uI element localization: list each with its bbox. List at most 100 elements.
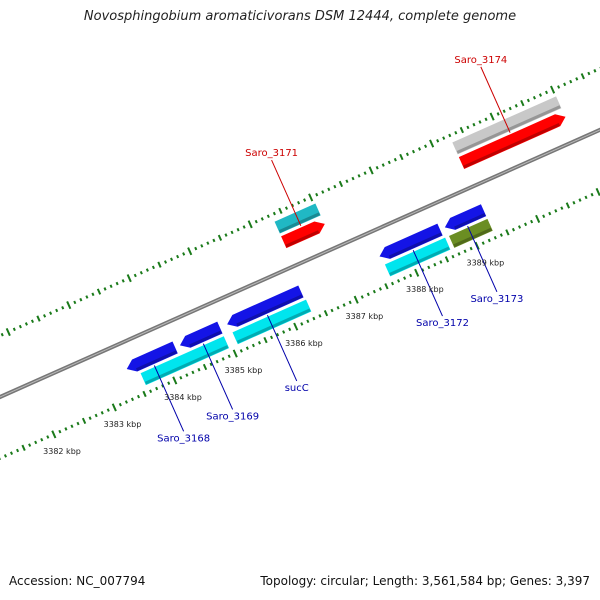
tick-mark — [554, 209, 558, 213]
tick-mark — [16, 448, 20, 453]
tick-mark — [330, 308, 334, 313]
tick-mark — [136, 394, 141, 399]
tick-mark — [439, 260, 443, 264]
tick-mark — [550, 85, 556, 94]
tick-mark — [215, 359, 219, 364]
tick-mark — [357, 174, 361, 178]
tick-mark — [397, 279, 401, 283]
tick-mark — [318, 314, 322, 318]
gene-shadow — [236, 294, 303, 327]
tick-mark — [508, 106, 512, 111]
tick-mark — [532, 95, 536, 100]
tick-mark — [360, 295, 364, 299]
tick-mark — [182, 252, 186, 256]
gene-feature[interactable] — [281, 221, 325, 249]
tick-mark — [499, 233, 503, 237]
tick-mark — [469, 246, 473, 251]
tick-mark — [538, 93, 543, 97]
gene-labels: Saro_3168 Saro_3169 sucC Saro_3171 Saro_3172… — [153, 55, 523, 444]
tick-mark — [442, 136, 446, 140]
gene-label[interactable]: Saro_3169 — [206, 411, 259, 422]
tick-mark — [514, 104, 518, 108]
tick-mark — [224, 233, 228, 237]
tick-mark — [200, 244, 204, 248]
tick-mark — [300, 322, 304, 326]
tick-mark — [505, 229, 510, 236]
tick-mark — [245, 346, 249, 350]
tick-mark — [176, 254, 180, 259]
tick-mark — [312, 316, 316, 321]
tick-mark — [297, 200, 301, 205]
plus-strand-tick-ring — [0, 66, 600, 337]
gene-feature[interactable] — [126, 341, 178, 372]
tick-mark — [557, 85, 561, 89]
tick-mark — [155, 386, 159, 391]
tick-mark — [381, 163, 385, 167]
tick-mark — [418, 147, 422, 151]
tick-mark — [18, 324, 22, 329]
tick-mark — [421, 268, 425, 272]
tick-mark — [524, 222, 528, 227]
tick-mark — [284, 206, 288, 210]
gene-features — [126, 96, 566, 386]
tick-mark — [424, 144, 428, 149]
genome-summary-text: Topology: circular; Length: 3,561,584 bp… — [260, 574, 590, 588]
tick-mark — [64, 427, 68, 431]
tick-mark — [278, 207, 283, 214]
gene-feature[interactable] — [140, 336, 230, 386]
tick-mark — [548, 211, 552, 216]
gene-label-leader — [480, 66, 511, 133]
gene-label[interactable]: Saro_3173 — [470, 294, 523, 305]
tick-mark — [133, 273, 137, 278]
gene-label[interactable]: Saro_3172 — [416, 318, 469, 329]
tick-mark — [530, 219, 534, 224]
tick-mark — [474, 241, 480, 250]
gene-label[interactable]: Saro_3174 — [454, 55, 507, 66]
gene-shadow — [388, 232, 443, 259]
tick-mark — [282, 330, 286, 334]
gene-feature[interactable] — [379, 223, 443, 259]
tick-mark — [327, 187, 331, 192]
gene-label-leader — [266, 314, 298, 382]
tick-mark — [372, 289, 376, 294]
tick-mark — [21, 444, 26, 451]
tick-mark — [366, 292, 370, 297]
gene-label[interactable]: Saro_3171 — [245, 148, 298, 159]
gene-shadow — [389, 246, 450, 276]
tick-mark — [73, 300, 77, 305]
gene-shadow — [463, 123, 560, 169]
map-title: Novosphingobium aromaticivorans DSM 1244… — [83, 9, 517, 24]
gene-feature[interactable] — [227, 285, 304, 327]
tick-mark — [206, 241, 210, 245]
gene-feature[interactable] — [384, 237, 451, 277]
scale-label: 3386 kbp — [285, 339, 323, 348]
tick-mark — [351, 176, 355, 181]
tick-mark — [185, 373, 189, 377]
tick-mark — [115, 281, 119, 286]
gene-feature[interactable] — [179, 321, 223, 348]
gene-feature[interactable] — [444, 204, 487, 230]
gene-label[interactable]: sucC — [285, 383, 309, 394]
scale-label: 3385 kbp — [225, 366, 263, 375]
tick-mark — [353, 295, 359, 304]
tick-mark — [563, 82, 567, 87]
tick-mark — [545, 90, 549, 95]
tick-mark — [427, 265, 431, 270]
tick-mark — [587, 71, 591, 76]
genome-backbone — [0, 127, 600, 400]
tick-mark — [187, 247, 193, 256]
tick-mark — [575, 77, 579, 81]
tick-mark — [79, 297, 83, 302]
gene-feature[interactable] — [232, 299, 312, 345]
accession-text: Accession: NC_007794 — [9, 574, 146, 588]
gene-feature[interactable] — [458, 114, 566, 170]
tick-mark — [106, 408, 110, 412]
tick-mark — [572, 200, 576, 205]
tick-mark — [232, 349, 238, 358]
gene-label[interactable]: Saro_3168 — [157, 433, 210, 444]
tick-mark — [578, 198, 582, 202]
tick-mark — [368, 166, 374, 175]
tick-mark — [448, 133, 452, 138]
tick-mark — [511, 227, 515, 232]
tick-mark — [270, 335, 274, 340]
